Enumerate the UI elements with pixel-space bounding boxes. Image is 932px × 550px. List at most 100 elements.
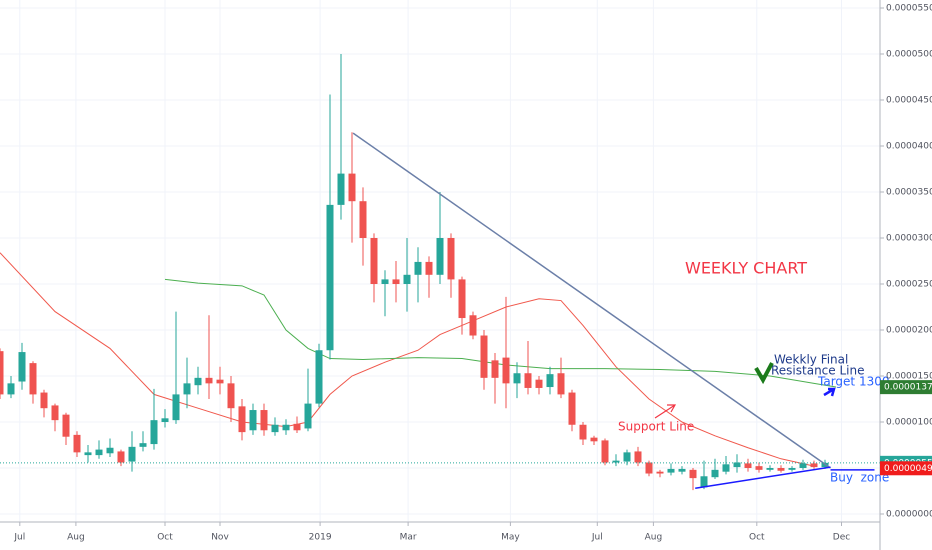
candle-body xyxy=(678,468,686,472)
price-label: 0.00001379 xyxy=(884,383,932,393)
candle-body xyxy=(282,424,290,431)
candle-body xyxy=(128,446,136,462)
candle-body xyxy=(436,238,444,275)
candle-body xyxy=(106,447,114,454)
price-label-box xyxy=(880,461,932,476)
candle-body xyxy=(458,279,466,319)
annotation: WEEKLY CHART xyxy=(685,259,807,278)
candle-body xyxy=(777,467,785,471)
candle-body xyxy=(293,423,301,431)
price-label: 0.00000497 xyxy=(884,464,932,474)
candle-body xyxy=(733,462,741,468)
candle-body xyxy=(788,467,796,470)
candle-body xyxy=(491,360,499,378)
annotation: Buy zone xyxy=(830,471,889,485)
candle-body xyxy=(161,418,169,422)
candle-body xyxy=(623,452,631,462)
x-tick-label: Aug xyxy=(645,533,663,543)
x-tick-label: 2019 xyxy=(309,533,332,543)
candle-body xyxy=(139,443,147,447)
candle-body xyxy=(326,204,334,351)
candle-body xyxy=(645,462,653,474)
candle-body xyxy=(381,279,389,284)
candle-body xyxy=(29,363,37,395)
candle-body xyxy=(447,238,455,280)
moving-average xyxy=(0,252,815,467)
candle-body xyxy=(612,460,620,463)
candle-body xyxy=(535,379,543,388)
candle-body xyxy=(711,469,719,478)
x-tick-label: May xyxy=(501,533,520,543)
candle-body xyxy=(95,449,103,456)
x-tick-label: Oct xyxy=(157,533,173,543)
x-tick-label: Jul xyxy=(591,533,603,543)
candle-body xyxy=(414,261,422,275)
candle-body xyxy=(194,377,202,386)
candle-body xyxy=(546,374,554,388)
candle-body xyxy=(315,350,323,404)
candle-body xyxy=(249,410,257,431)
candle-body xyxy=(260,410,268,431)
candle-body xyxy=(51,405,59,421)
candle-body xyxy=(524,373,532,388)
candle-body xyxy=(502,357,510,384)
arrow xyxy=(754,362,774,385)
annotation: Resistance Line xyxy=(771,364,865,378)
price-label-box xyxy=(880,380,932,395)
candle-body xyxy=(601,440,609,463)
annotation: Wekkly Final xyxy=(774,353,848,367)
candle-body xyxy=(513,373,521,384)
candle-body xyxy=(667,468,675,473)
candle-body xyxy=(117,451,125,463)
candle-body xyxy=(304,403,312,429)
candle-body xyxy=(480,335,488,378)
candle-body xyxy=(766,467,774,470)
candle-body xyxy=(216,379,224,384)
candle-body xyxy=(337,173,345,205)
moving-average xyxy=(164,278,837,388)
arrow xyxy=(654,404,677,419)
arrow xyxy=(823,387,836,397)
candle-body xyxy=(73,434,81,453)
x-tick-label: Aug xyxy=(67,533,85,543)
x-tick-label: Jul xyxy=(13,533,25,543)
y-tick-label: 0.00005500 xyxy=(886,4,932,14)
candle-body xyxy=(370,238,378,284)
candle-body xyxy=(40,392,48,409)
candle-body xyxy=(469,315,477,336)
candle-body xyxy=(84,452,92,456)
x-tick-label: Nov xyxy=(211,533,229,543)
annotation: Support Line xyxy=(618,420,694,434)
candle-body xyxy=(590,437,598,442)
candle-body xyxy=(150,420,158,445)
candle-body xyxy=(392,279,400,284)
annotation: Target 1300 xyxy=(817,375,889,389)
x-tick-label: Oct xyxy=(749,533,765,543)
candle-body xyxy=(271,424,279,433)
candle-body xyxy=(634,451,642,463)
candle-body xyxy=(568,392,576,425)
candle-body xyxy=(359,201,367,239)
trend-line xyxy=(352,132,831,469)
candle-body xyxy=(579,424,587,440)
candle-body xyxy=(62,414,70,437)
candle-body xyxy=(403,274,411,284)
candle-body xyxy=(348,173,356,202)
candle-body xyxy=(227,383,235,409)
candle-body xyxy=(689,469,697,479)
candle-body xyxy=(810,463,818,468)
candle-body xyxy=(744,463,752,468)
candle-body xyxy=(722,464,730,472)
candle-body xyxy=(557,373,565,395)
